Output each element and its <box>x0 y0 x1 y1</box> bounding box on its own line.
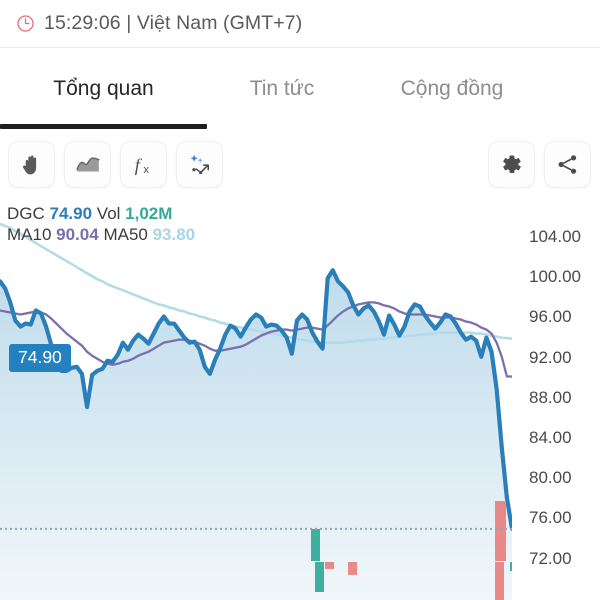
tab-cong-dong[interactable]: Cộng đồng <box>400 77 504 100</box>
tab-tong-quan[interactable]: Tổng quan <box>0 49 207 129</box>
legend-row-ma: MA10 90.04 MA50 93.80 <box>7 224 195 245</box>
pan-tool-button[interactable] <box>8 141 55 188</box>
legend-ma10-label: MA10 <box>7 225 52 244</box>
chart-toolbar: f x <box>0 133 600 201</box>
price-axis-tick: 88.00 <box>529 387 572 407</box>
chart-legend: DGC 74.90 Vol 1,02M MA10 90.04 MA50 93.80 <box>7 203 195 245</box>
legend-ma50-value: 93.80 <box>152 225 196 244</box>
legend-ma10-value: 90.04 <box>56 225 99 244</box>
area-chart-icon <box>75 156 100 171</box>
ai-analysis-button[interactable] <box>176 141 223 188</box>
svg-text:x: x <box>143 164 149 176</box>
current-price-badge: 74.90 <box>9 344 71 372</box>
formula-fx-icon: f x <box>134 154 149 176</box>
price-axis-tick: 104.00 <box>529 227 581 246</box>
gear-icon <box>503 155 521 173</box>
price-chart-canvas <box>0 222 519 600</box>
volume-bar <box>495 501 506 561</box>
share-button[interactable] <box>544 141 591 188</box>
price-axis-tick: 96.00 <box>529 307 572 327</box>
price-line <box>0 268 515 531</box>
legend-price: 74.90 <box>49 204 93 223</box>
price-axis-tick: 84.00 <box>529 428 572 447</box>
clock-icon <box>17 15 34 32</box>
price-area-fill <box>0 270 512 600</box>
volume-bar <box>495 562 504 600</box>
volume-bar <box>311 529 320 561</box>
share-icon <box>558 155 577 174</box>
price-axis-tick: 76.00 <box>529 508 572 528</box>
price-axis-tick: 92.00 <box>529 347 572 367</box>
price-axis-tick: 100.00 <box>529 267 581 287</box>
ai-magic-chart-icon <box>190 154 209 174</box>
legend-volume: 1,02M <box>125 204 173 223</box>
time-header-bar: 15:29:06 | Việt Nam (GMT+7) <box>0 0 600 48</box>
volume-bar <box>348 562 357 575</box>
chart-type-button[interactable] <box>64 141 111 188</box>
price-axis: 104.00 100.00 96.00 92.00 88.00 84.00 80.00 76.… <box>512 201 600 600</box>
legend-row-price: DGC 74.90 Vol 1,02M <box>7 203 195 224</box>
tab-tin-tuc[interactable]: Tin tức <box>249 77 315 100</box>
ma50-line <box>0 222 514 344</box>
volume-bar <box>315 562 324 592</box>
price-axis-tick: 72.00 <box>529 548 572 568</box>
price-chart[interactable] <box>0 201 600 600</box>
price-axis-tick: 80.00 <box>529 468 572 488</box>
market-time-text: 15:29:06 | Việt Nam (GMT+7) <box>44 12 303 34</box>
hand-pan-icon <box>22 154 36 174</box>
legend-symbol: DGC <box>7 204 45 223</box>
settings-button[interactable] <box>488 141 535 188</box>
legend-ma50-label: MA50 <box>103 225 148 244</box>
svg-text:f: f <box>134 154 142 174</box>
legend-volume-label: Vol <box>96 204 121 223</box>
volume-bar <box>325 562 334 569</box>
tab-bar: Tổng quan Tin tức Cộng đồng <box>0 49 600 129</box>
indicators-button[interactable]: f x <box>120 141 167 188</box>
